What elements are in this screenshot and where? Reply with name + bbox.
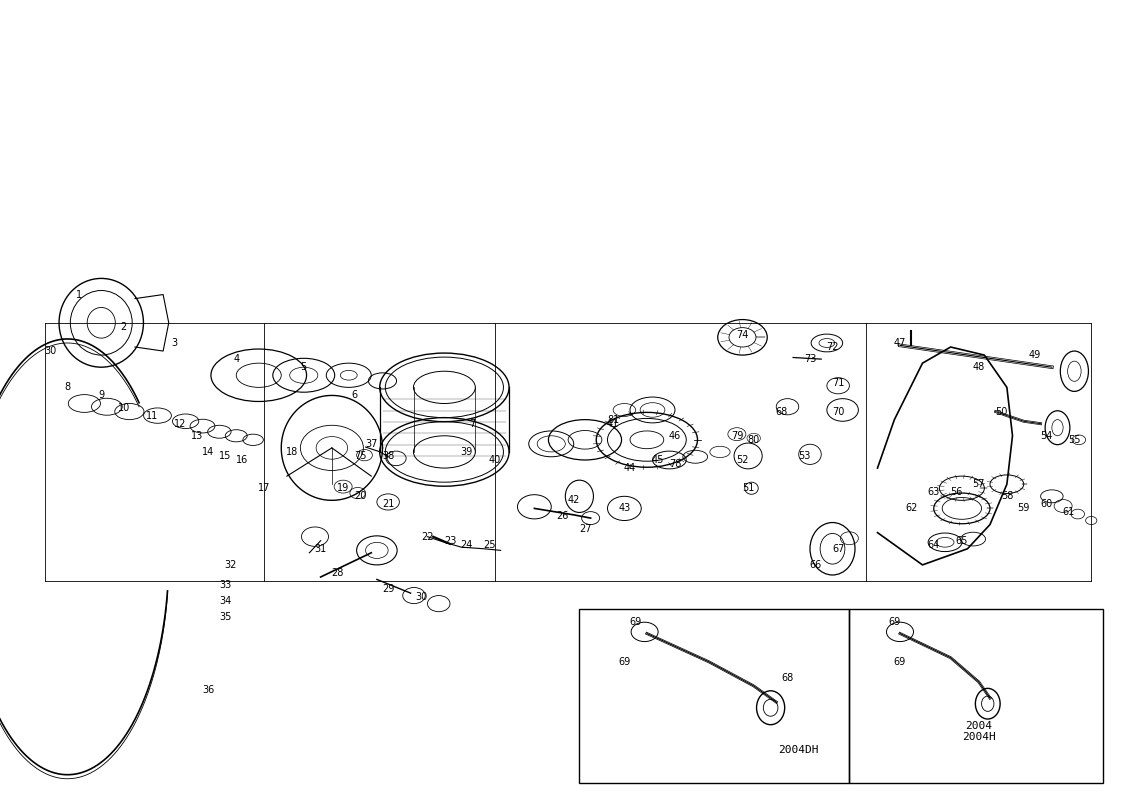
Text: 38: 38 <box>382 451 394 461</box>
Text: 52: 52 <box>736 455 749 465</box>
Text: 3: 3 <box>171 338 178 348</box>
Text: 44: 44 <box>624 463 636 473</box>
Text: 15: 15 <box>218 451 232 461</box>
Text: 2004
2004H: 2004 2004H <box>962 721 996 742</box>
Text: 63: 63 <box>928 487 939 497</box>
Text: 80: 80 <box>748 435 759 445</box>
Text: 68: 68 <box>776 407 787 416</box>
Text: 66: 66 <box>810 560 821 570</box>
Text: 81: 81 <box>608 415 619 424</box>
Text: 51: 51 <box>742 483 754 493</box>
Text: 49: 49 <box>1029 350 1041 360</box>
Text: 31: 31 <box>315 544 326 554</box>
Text: 1: 1 <box>75 290 82 299</box>
Text: 69: 69 <box>894 657 906 667</box>
Text: 12: 12 <box>173 419 187 429</box>
Text: 10: 10 <box>118 403 129 412</box>
Text: 2: 2 <box>120 322 127 332</box>
Text: 25: 25 <box>483 540 496 550</box>
Text: 73: 73 <box>803 354 817 364</box>
Text: 26: 26 <box>557 512 569 521</box>
Text: 36: 36 <box>202 685 214 695</box>
Text: 45: 45 <box>652 455 664 465</box>
Text: 22: 22 <box>421 532 434 541</box>
Text: 40: 40 <box>489 455 501 465</box>
Text: 17: 17 <box>259 483 271 493</box>
Text: 14: 14 <box>202 447 214 457</box>
Text: 34: 34 <box>219 596 231 606</box>
Text: 67: 67 <box>832 544 844 554</box>
Text: 18: 18 <box>287 447 298 457</box>
Text: 69: 69 <box>889 617 900 627</box>
Text: 21: 21 <box>381 500 394 509</box>
Text: 48: 48 <box>973 362 984 372</box>
Text: 28: 28 <box>332 568 344 578</box>
Text: 39: 39 <box>461 447 472 457</box>
Text: 72: 72 <box>826 342 839 352</box>
Text: 33: 33 <box>219 580 231 590</box>
Text: 41: 41 <box>608 419 619 429</box>
Text: 37: 37 <box>364 439 378 449</box>
Text: 6: 6 <box>351 391 358 400</box>
Text: 78: 78 <box>668 459 682 469</box>
Text: 62: 62 <box>906 504 918 513</box>
Text: 79: 79 <box>731 431 744 441</box>
Text: 60: 60 <box>1041 500 1052 509</box>
Text: 5: 5 <box>300 362 307 372</box>
Text: 42: 42 <box>568 495 580 505</box>
Text: 50: 50 <box>996 407 1008 416</box>
Bar <box>849 609 1102 783</box>
Text: 20: 20 <box>353 491 367 501</box>
Text: 69: 69 <box>630 617 641 627</box>
Text: 65: 65 <box>956 536 968 546</box>
Text: 11: 11 <box>146 411 158 420</box>
Text: 54: 54 <box>1041 431 1053 441</box>
Text: 35: 35 <box>218 613 232 622</box>
Text: 4: 4 <box>233 354 240 364</box>
Bar <box>579 609 849 783</box>
Text: 68: 68 <box>782 673 793 683</box>
Text: 30: 30 <box>416 592 428 602</box>
Text: 16: 16 <box>236 455 248 465</box>
Text: 8: 8 <box>64 383 71 392</box>
Text: 55: 55 <box>1068 435 1081 445</box>
Text: 24: 24 <box>461 540 474 550</box>
Text: 7: 7 <box>469 419 476 429</box>
Text: 70: 70 <box>832 407 844 416</box>
Text: 46: 46 <box>669 431 681 441</box>
Text: 75: 75 <box>353 451 367 461</box>
Text: 59: 59 <box>1018 504 1030 513</box>
Text: 57: 57 <box>972 479 986 489</box>
Text: 53: 53 <box>799 451 810 461</box>
Text: 47: 47 <box>893 338 907 348</box>
Text: 69: 69 <box>619 657 630 667</box>
Text: 71: 71 <box>832 378 844 388</box>
Text: 74: 74 <box>737 330 749 340</box>
Text: 61: 61 <box>1063 508 1074 517</box>
Text: 9: 9 <box>98 391 105 400</box>
Text: 2004DH: 2004DH <box>778 745 819 755</box>
Text: 32: 32 <box>225 560 237 570</box>
Text: 19: 19 <box>338 483 349 493</box>
Text: 30: 30 <box>45 346 56 356</box>
Text: 58: 58 <box>1001 491 1014 501</box>
Text: 56: 56 <box>950 487 963 497</box>
Text: 23: 23 <box>443 536 457 546</box>
Text: 64: 64 <box>928 540 939 550</box>
Text: 27: 27 <box>578 524 592 533</box>
Text: 13: 13 <box>191 431 202 441</box>
Text: 29: 29 <box>381 584 394 594</box>
Text: 43: 43 <box>619 504 630 513</box>
